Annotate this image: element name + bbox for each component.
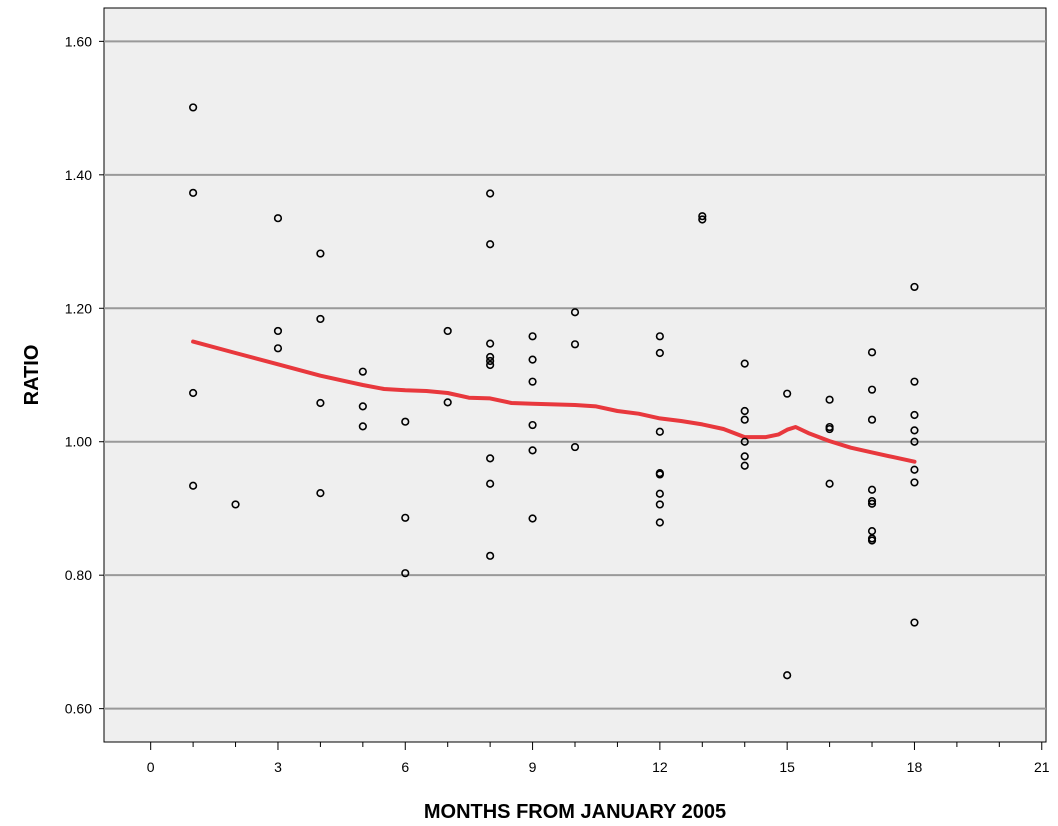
data-point [655, 348, 664, 358]
data-points [189, 103, 919, 680]
x-axis: 0 3 6 9 12 15 18 21 [147, 742, 1050, 775]
data-point [528, 420, 537, 430]
y-tick-label: 1.40 [65, 167, 92, 183]
data-point [358, 402, 367, 411]
data-point [910, 465, 919, 474]
x-tick-label: 6 [401, 759, 409, 775]
data-point [273, 344, 283, 353]
data-point [910, 437, 919, 446]
x-tick-label: 12 [652, 759, 668, 775]
data-point [570, 442, 580, 452]
data-point [401, 513, 410, 522]
data-point [655, 427, 664, 436]
data-point [189, 388, 198, 398]
data-point [316, 398, 325, 408]
data-point [783, 671, 792, 680]
data-point [189, 481, 198, 490]
data-point [910, 618, 919, 627]
y-tick-label: 0.80 [65, 567, 92, 583]
data-point [910, 426, 919, 435]
data-point [486, 356, 495, 366]
y-axis-title: RATIO [21, 345, 43, 406]
data-point [486, 240, 495, 249]
plot-background [103, 7, 1047, 743]
data-point [698, 215, 707, 224]
data-point [910, 377, 919, 386]
trend-line [191, 339, 917, 464]
data-point [316, 489, 325, 498]
data-point [358, 367, 367, 376]
grid-lines [104, 40, 1046, 710]
data-point [401, 569, 410, 578]
data-point [528, 332, 537, 341]
data-point [486, 189, 495, 198]
data-point [486, 352, 495, 362]
data-point [273, 326, 283, 336]
y-tick-label: 1.60 [65, 33, 92, 49]
data-point [910, 478, 919, 487]
x-tick-label: 9 [529, 759, 537, 775]
data-point [486, 339, 495, 348]
data-point [231, 500, 240, 509]
data-point [783, 389, 792, 398]
data-point [316, 314, 325, 324]
x-tick-label: 18 [907, 759, 923, 775]
data-point [867, 499, 877, 508]
data-point [740, 452, 749, 461]
data-point [189, 188, 198, 197]
data-point [740, 437, 749, 446]
x-tick-label: 0 [147, 759, 155, 775]
data-point [867, 485, 877, 494]
data-point [740, 461, 749, 470]
data-point [528, 514, 537, 523]
data-point [825, 479, 834, 488]
data-point [910, 410, 919, 420]
data-point [825, 424, 834, 434]
data-point [740, 406, 749, 416]
data-point [698, 212, 707, 221]
y-tick-label: 0.60 [65, 701, 92, 717]
data-point [528, 355, 537, 364]
y-tick-label: 1.20 [65, 300, 92, 316]
data-point [273, 214, 283, 223]
data-point [867, 497, 877, 506]
x-tick-label: 15 [779, 759, 795, 775]
data-point [910, 282, 919, 292]
data-point [570, 308, 580, 317]
data-point [867, 415, 877, 424]
x-tick-label: 21 [1034, 759, 1050, 775]
x-tick-label: 3 [274, 759, 282, 775]
data-point [655, 518, 664, 527]
y-axis: 0.60 0.80 1.00 1.20 1.40 1.60 [65, 33, 104, 717]
data-point [740, 359, 749, 368]
data-point [528, 377, 537, 386]
data-point [443, 398, 452, 407]
x-axis-title: MONTHS FROM JANUARY 2005 [424, 801, 726, 823]
data-point [867, 348, 877, 357]
data-point [655, 470, 664, 479]
data-point [655, 489, 664, 498]
data-point [316, 249, 325, 258]
data-point [825, 395, 834, 404]
data-point [486, 479, 495, 488]
data-point [486, 454, 495, 463]
data-point [358, 422, 367, 431]
data-point [655, 500, 664, 509]
data-point [528, 446, 537, 455]
data-point [443, 326, 452, 336]
data-point [189, 103, 198, 112]
data-point [570, 340, 580, 349]
y-tick-label: 1.00 [65, 434, 92, 450]
data-point [486, 360, 495, 370]
data-point [867, 385, 877, 394]
data-point [401, 417, 410, 426]
data-point [655, 332, 664, 341]
data-point [740, 415, 749, 424]
data-point [867, 536, 877, 545]
data-point [486, 551, 495, 560]
